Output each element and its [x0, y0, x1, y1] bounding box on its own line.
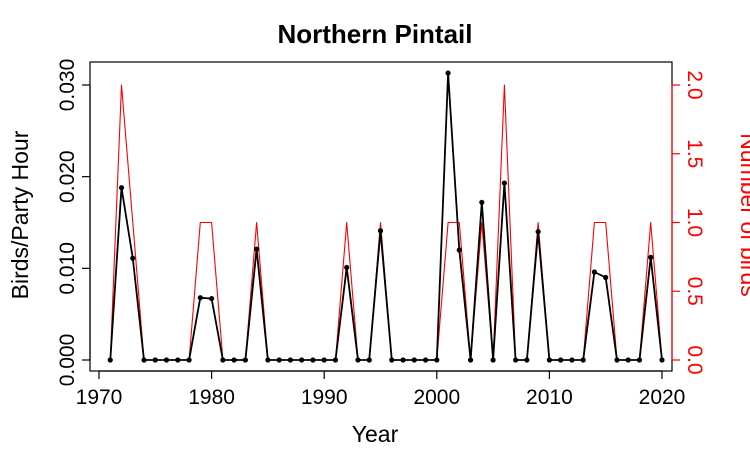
data-point [580, 357, 586, 363]
y-right-tick-label: 0.0 [683, 345, 706, 374]
data-point [242, 357, 248, 363]
data-point [366, 357, 372, 363]
data-point [479, 199, 485, 205]
x-axis-label: Year [352, 421, 399, 447]
y-left-tick-label: 0.000 [56, 334, 79, 387]
data-point [254, 246, 260, 252]
data-point [299, 357, 305, 363]
data-point [186, 357, 192, 363]
y-right-tick-label: 1.5 [683, 139, 706, 168]
x-tick-label: 1990 [301, 386, 348, 409]
data-point [197, 295, 203, 301]
data-point [501, 180, 507, 186]
data-point [400, 357, 406, 363]
y-right-tick-label: 1.0 [683, 208, 706, 237]
data-point [659, 357, 665, 363]
y-left-tick-label: 0.030 [56, 59, 79, 112]
data-point [163, 357, 170, 363]
data-point [377, 228, 384, 234]
data-point [220, 357, 226, 363]
data-point [445, 70, 451, 76]
y-left-tick-label: 0.020 [56, 150, 79, 203]
data-point [614, 357, 620, 363]
data-point [456, 247, 462, 253]
y-left-axis: 0.000 0.010 0.020 0.030 [56, 59, 91, 387]
data-point [276, 357, 282, 363]
data-point [513, 357, 519, 363]
data-point [107, 357, 113, 363]
plot-frame [89, 61, 673, 372]
data-point [310, 357, 316, 363]
x-tick-label: 1980 [188, 386, 235, 409]
data-point [209, 295, 215, 302]
data-point [524, 357, 530, 363]
x-tick-label: 2000 [413, 386, 460, 409]
y-right-tick-label: 2.0 [683, 70, 706, 99]
data-point [355, 357, 361, 363]
y-right-axis: 0.0 0.5 1.0 1.5 2.0 [671, 70, 706, 375]
data-point [389, 357, 395, 363]
data-point [321, 357, 327, 363]
x-axis: 1970 1980 1990 2000 2010 2020 [76, 370, 686, 409]
data-point [434, 357, 440, 363]
data-point [332, 357, 339, 363]
data-point [130, 255, 136, 261]
data-point [648, 254, 654, 260]
data-point [141, 357, 147, 363]
y-right-axis-label: Number of birds [736, 133, 750, 297]
y-left-axis-label: Birds/Party Hour [7, 130, 33, 299]
y-right-tick-label: 0.5 [683, 277, 706, 306]
data-point [591, 269, 598, 275]
chart-title: Northern Pintail [277, 19, 472, 49]
data-point [467, 357, 474, 363]
data-point [411, 357, 417, 363]
y-left-tick-label: 0.010 [56, 242, 79, 295]
data-point [603, 274, 609, 281]
data-point [287, 357, 294, 363]
data-point [152, 357, 158, 363]
data-point [422, 357, 429, 363]
x-tick-label: 1970 [76, 386, 123, 409]
data-point [558, 357, 564, 363]
data-point [231, 357, 237, 363]
x-tick-label: 2020 [639, 386, 686, 409]
data-point [636, 357, 643, 363]
data-point [546, 357, 553, 363]
series-line-count [109, 84, 663, 361]
data-point [535, 229, 541, 235]
data-point [344, 264, 350, 271]
data-point [118, 185, 125, 191]
x-tick-label: 2010 [526, 386, 573, 409]
data-point [569, 357, 575, 363]
data-point [175, 357, 181, 363]
data-point [265, 357, 271, 363]
data-point [490, 357, 496, 363]
data-point [625, 357, 631, 363]
series-layer [107, 70, 665, 363]
